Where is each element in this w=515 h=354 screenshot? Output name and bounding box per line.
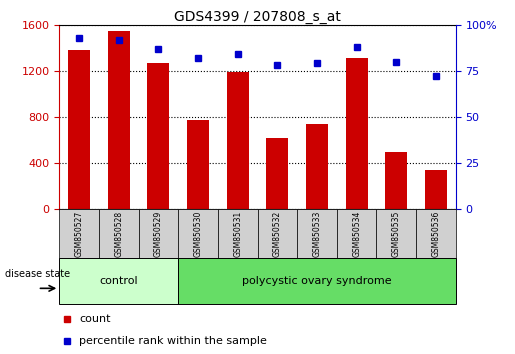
Bar bbox=[297, 209, 337, 258]
Text: GSM850527: GSM850527 bbox=[75, 211, 83, 257]
Bar bbox=[218, 209, 258, 258]
Bar bbox=[139, 209, 178, 258]
Bar bbox=[306, 124, 328, 209]
Text: GSM850528: GSM850528 bbox=[114, 211, 123, 257]
Bar bbox=[187, 120, 209, 209]
Text: count: count bbox=[79, 314, 111, 324]
Text: GSM850533: GSM850533 bbox=[313, 210, 321, 257]
Text: disease state: disease state bbox=[5, 269, 70, 279]
Text: GSM850529: GSM850529 bbox=[154, 211, 163, 257]
Bar bbox=[227, 72, 249, 209]
Bar bbox=[346, 58, 368, 209]
Bar bbox=[425, 170, 447, 209]
Bar bbox=[337, 209, 376, 258]
Text: GSM850534: GSM850534 bbox=[352, 210, 361, 257]
Text: percentile rank within the sample: percentile rank within the sample bbox=[79, 336, 267, 346]
Bar bbox=[266, 138, 288, 209]
Text: GSM850535: GSM850535 bbox=[392, 210, 401, 257]
Text: polycystic ovary syndrome: polycystic ovary syndrome bbox=[242, 276, 392, 286]
Text: GSM850536: GSM850536 bbox=[432, 210, 440, 257]
Bar bbox=[68, 50, 90, 209]
Bar bbox=[99, 209, 139, 258]
Title: GDS4399 / 207808_s_at: GDS4399 / 207808_s_at bbox=[174, 10, 341, 24]
Text: control: control bbox=[99, 276, 138, 286]
Bar bbox=[178, 258, 456, 304]
Text: GSM850530: GSM850530 bbox=[194, 210, 202, 257]
Bar bbox=[376, 209, 416, 258]
Bar bbox=[258, 209, 297, 258]
Bar bbox=[178, 209, 218, 258]
Bar bbox=[59, 258, 178, 304]
Bar bbox=[59, 209, 99, 258]
Text: GSM850531: GSM850531 bbox=[233, 211, 242, 257]
Bar bbox=[385, 153, 407, 209]
Bar bbox=[416, 209, 456, 258]
Bar bbox=[147, 63, 169, 209]
Text: GSM850532: GSM850532 bbox=[273, 211, 282, 257]
Bar bbox=[108, 30, 130, 209]
